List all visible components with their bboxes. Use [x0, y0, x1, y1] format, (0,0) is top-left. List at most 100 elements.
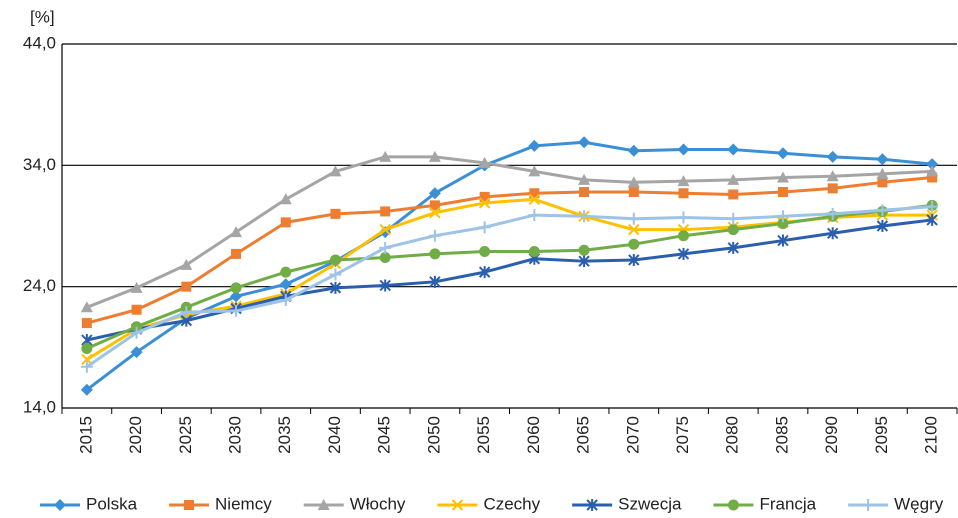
marker: [428, 229, 441, 242]
marker: [230, 304, 243, 317]
legend-label: Szwecja: [618, 494, 682, 513]
marker: [579, 187, 590, 198]
x-tick-label: 2020: [126, 416, 145, 454]
marker: [429, 200, 440, 211]
legend-marker: [727, 499, 739, 511]
marker: [827, 183, 838, 194]
marker: [279, 193, 292, 205]
legend-item: Węgry: [848, 494, 944, 513]
marker: [428, 150, 441, 162]
legend-item: Włochy: [303, 494, 406, 513]
series-line: [86, 197, 933, 361]
series: [81, 172, 938, 329]
marker: [528, 245, 540, 257]
marker: [379, 252, 391, 264]
marker: [181, 281, 192, 292]
marker: [678, 188, 689, 199]
series: [80, 150, 939, 313]
marker: [877, 177, 888, 188]
marker: [727, 173, 740, 185]
x-tick-label: 2075: [673, 416, 692, 454]
series-line: [86, 155, 933, 309]
marker: [578, 173, 591, 185]
series-line: [86, 175, 933, 325]
x-tick-label: 2035: [275, 416, 294, 454]
marker: [428, 187, 441, 200]
x-tick-label: 2065: [574, 416, 593, 454]
marker: [926, 158, 939, 171]
marker: [677, 143, 690, 156]
marker: [578, 210, 591, 223]
marker: [279, 294, 292, 307]
marker: [330, 208, 341, 219]
legend-item: Szwecja: [572, 494, 682, 513]
y-axis-unit: [%]: [30, 7, 55, 26]
x-tick-label: 2080: [723, 416, 742, 454]
series-line: [86, 203, 933, 350]
marker: [776, 210, 789, 223]
marker: [230, 290, 243, 303]
marker: [677, 175, 690, 187]
marker: [230, 282, 242, 294]
marker: [627, 144, 640, 157]
marker: [578, 136, 591, 149]
marker: [727, 143, 740, 156]
marker: [380, 206, 391, 217]
series: [81, 213, 938, 347]
y-tick-label: 34,0: [23, 155, 56, 174]
marker: [876, 204, 889, 217]
marker: [379, 241, 392, 254]
x-tick-label: 2030: [226, 416, 245, 454]
marker: [528, 165, 541, 177]
marker: [130, 346, 143, 359]
marker: [379, 279, 391, 292]
marker: [478, 156, 491, 168]
x-tick-label: 2055: [474, 416, 493, 454]
marker: [826, 207, 839, 220]
legend-item: Francja: [713, 494, 817, 513]
marker: [876, 220, 889, 232]
marker: [81, 343, 93, 355]
marker: [776, 171, 789, 183]
legend-label: Polska: [86, 494, 138, 513]
marker: [80, 301, 93, 313]
marker: [926, 213, 938, 226]
marker: [279, 278, 292, 291]
marker: [230, 226, 243, 238]
marker: [627, 176, 640, 188]
x-tick-label: 2015: [76, 416, 95, 454]
marker: [130, 281, 143, 293]
marker: [429, 248, 441, 260]
marker: [479, 191, 490, 202]
legend-marker: [317, 499, 330, 510]
marker: [578, 244, 590, 256]
marker: [727, 212, 740, 225]
marker: [180, 306, 193, 319]
legend-item: Polska: [40, 494, 138, 513]
marker: [130, 326, 143, 339]
marker: [478, 197, 491, 209]
y-tick-label: 24,0: [23, 276, 56, 295]
marker: [777, 234, 789, 247]
marker: [429, 275, 441, 288]
marker: [628, 238, 640, 250]
y-tick-label: 14,0: [23, 397, 56, 416]
x-tick-label: 2095: [872, 416, 891, 454]
marker: [627, 212, 640, 225]
legend-marker: [184, 500, 195, 510]
marker: [927, 172, 938, 183]
marker: [329, 165, 342, 177]
x-tick-label: 2060: [524, 416, 543, 454]
marker: [329, 268, 342, 281]
marker: [728, 189, 739, 200]
x-tick-label: 2050: [424, 416, 443, 454]
marker: [379, 150, 392, 162]
series-line: [85, 140, 933, 391]
legend-marker: [54, 499, 66, 511]
legend-label: Niemcy: [215, 494, 272, 513]
legend-label: Francja: [759, 494, 816, 513]
x-tick-label: 2040: [325, 416, 344, 454]
x-tick-label: 2070: [623, 416, 642, 454]
marker: [826, 170, 839, 182]
marker: [131, 304, 142, 315]
